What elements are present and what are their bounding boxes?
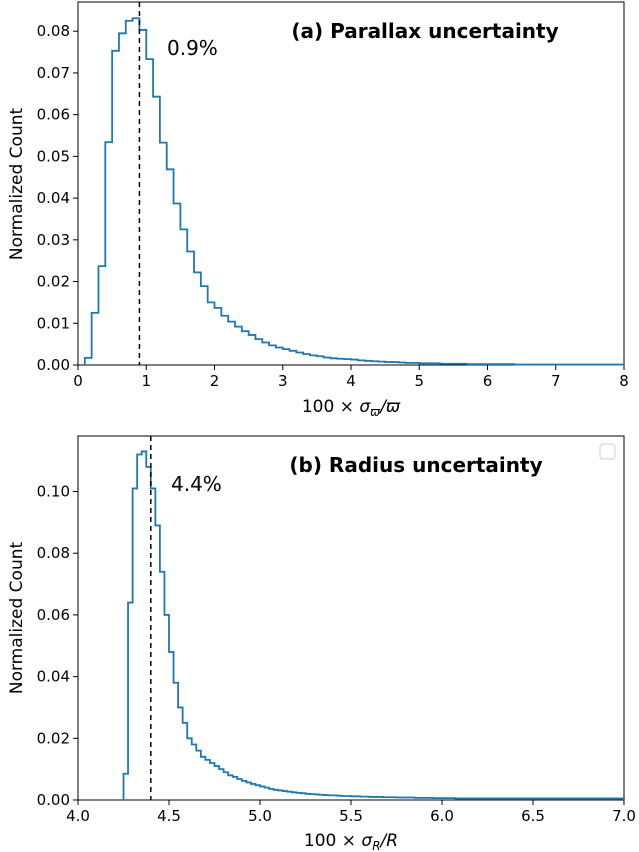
panel-a-xtick-label: 0 bbox=[73, 372, 83, 390]
panel-a-histogram-steps bbox=[83, 17, 625, 366]
panel-a-parallax-histogram: 0 1 2 3 4 5 6 7 8 0.00 0.01 0.02 0.03 0.04 0.05 0.06 0.0… bbox=[7, 1, 629, 419]
panel-b-median-annotation: 4.4% bbox=[171, 472, 222, 496]
panel-b-xtick-label: 4.5 bbox=[157, 807, 181, 825]
panel-a-ylabel: Normalized Count bbox=[7, 108, 27, 261]
panel-b-ytick-label: 0.00 bbox=[37, 791, 70, 809]
panel-a-ytick-label: 0.02 bbox=[37, 273, 70, 291]
panel-a-xtick-label: 5 bbox=[414, 372, 424, 390]
panel-b-ytick-label: 0.04 bbox=[37, 668, 70, 686]
panel-a-xtick-label: 8 bbox=[619, 372, 629, 390]
panel-b-radius-histogram: 4.0 4.5 5.0 5.5 6.0 6.5 7.0 0.00 0.02 0.04 0.06 0.0… bbox=[7, 435, 636, 852]
panel-b-xtick-label: 5.0 bbox=[248, 807, 272, 825]
panel-a-xtick-label: 7 bbox=[551, 372, 561, 390]
panel-a-xlabel: 100 × σϖ/ϖ bbox=[302, 397, 401, 419]
panel-a-ytick-label: 0.05 bbox=[37, 147, 70, 165]
panel-a-ytick-label: 0.07 bbox=[37, 64, 70, 82]
panel-b-ytick-label: 0.10 bbox=[37, 483, 70, 501]
panel-a-xtick-label: 3 bbox=[278, 372, 288, 390]
panel-b-xtick-label: 7.0 bbox=[612, 807, 636, 825]
panel-a-ytick-label: 0.08 bbox=[37, 22, 70, 40]
panel-b-title: (b) Radius uncertainty bbox=[289, 453, 542, 477]
panel-a-ytick-label: 0.04 bbox=[37, 189, 70, 207]
panel-b-xtick-label: 4.0 bbox=[66, 807, 90, 825]
panel-b-legend-box bbox=[599, 443, 616, 460]
panel-a-xtick-label: 1 bbox=[141, 372, 151, 390]
panel-b-xtick-label: 5.5 bbox=[339, 807, 363, 825]
panel-a-ticks: 0 1 2 3 4 5 6 7 8 0.00 0.01 0.02 0.03 0.04 0.05 0.06 0.0… bbox=[37, 22, 629, 390]
panel-a-xtick-label: 6 bbox=[483, 372, 493, 390]
panel-a-plot-area bbox=[77, 1, 625, 366]
panel-b-histogram-line bbox=[122, 450, 625, 800]
panel-a-xtick-label: 2 bbox=[210, 372, 220, 390]
panel-b-xtick-label: 6.0 bbox=[430, 807, 454, 825]
panel-b-xtick-label: 6.5 bbox=[521, 807, 545, 825]
panel-a-ytick-label: 0.06 bbox=[37, 106, 70, 124]
panel-b-plot-area bbox=[77, 435, 625, 801]
panel-b-ytick-label: 0.06 bbox=[37, 606, 70, 624]
panel-a-ytick-label: 0.03 bbox=[37, 231, 70, 249]
panel-b-histogram-steps bbox=[122, 450, 625, 800]
panel-b-ylabel: Normalized Count bbox=[7, 542, 27, 695]
panel-a-median-annotation: 0.9% bbox=[167, 36, 218, 60]
panel-a-title: (a) Parallax uncertainty bbox=[291, 19, 558, 43]
panel-b-ticks: 4.0 4.5 5.0 5.5 6.0 6.5 7.0 0.00 0.02 0.04 0.06 0.0… bbox=[37, 483, 636, 825]
panel-a-xtick-label: 4 bbox=[346, 372, 356, 390]
panel-b-ytick-label: 0.02 bbox=[37, 729, 70, 747]
panel-b-xlabel: 100 × σR/R bbox=[304, 831, 398, 852]
panel-a-ytick-label: 0.00 bbox=[37, 356, 70, 374]
panel-a-ytick-label: 0.01 bbox=[37, 314, 70, 332]
panel-b-ytick-label: 0.08 bbox=[37, 544, 70, 562]
panel-a-histogram-line bbox=[83, 17, 625, 366]
